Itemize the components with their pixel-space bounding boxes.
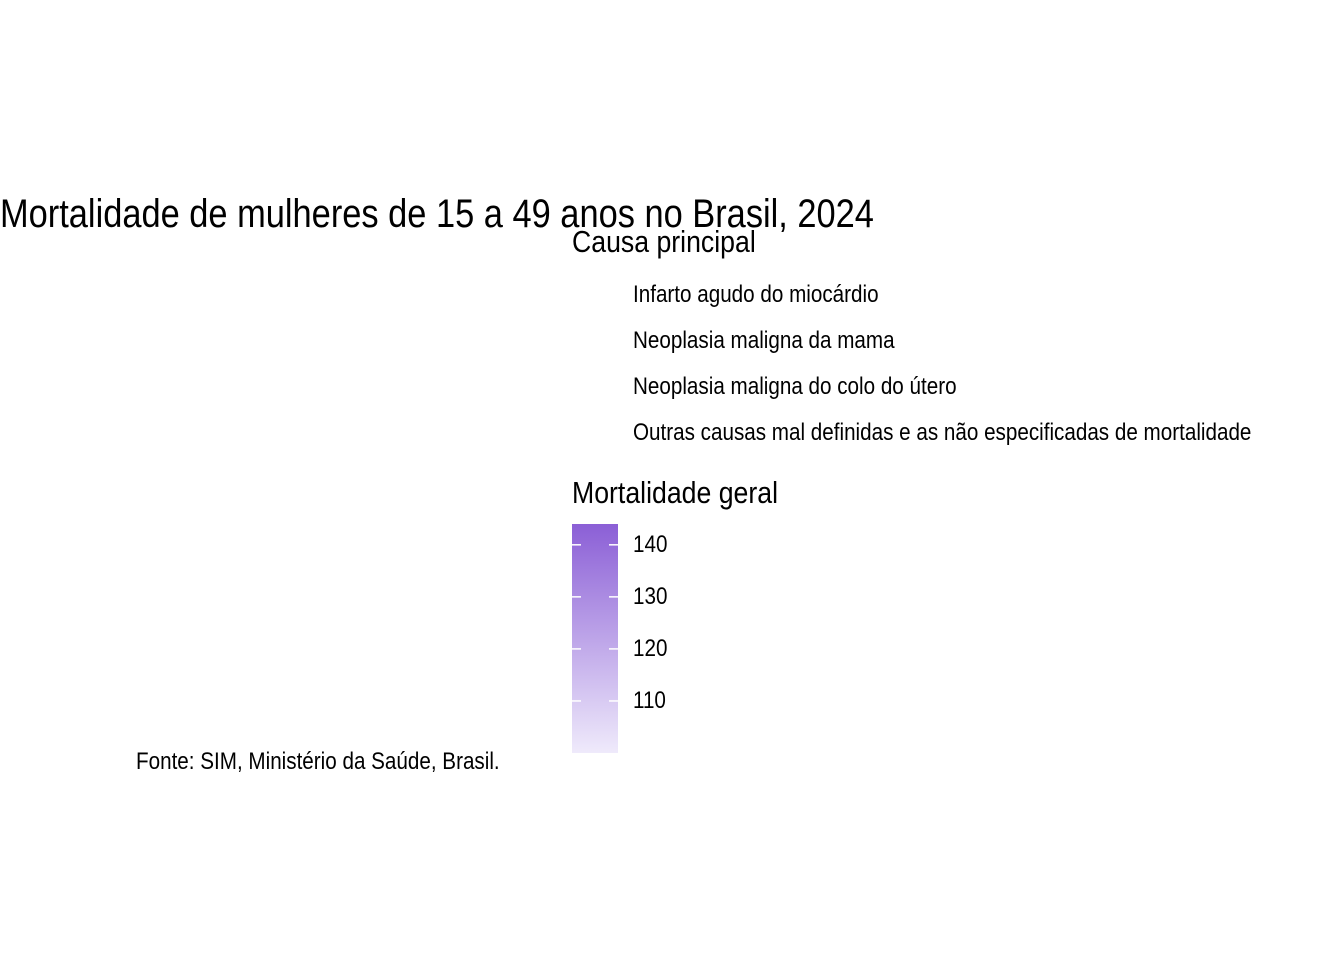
colorbar-ticks [572, 544, 618, 702]
legend-item-mama: Neoplasia maligna da mama [633, 327, 895, 354]
colorbar-gradient [572, 524, 618, 753]
chart-caption: Fonte: SIM, Ministério da Saúde, Brasil. [136, 748, 500, 775]
legend-item-infarto: Infarto agudo do miocárdio [633, 281, 879, 308]
colorbar-tick-label-110: 110 [633, 686, 666, 714]
legend-scale-title: Mortalidade geral [572, 475, 778, 510]
colorbar-tick-label-120: 120 [633, 634, 668, 662]
legend-item-colo-utero: Neoplasia maligna do colo do útero [633, 373, 957, 400]
legend-item-mal-definidas: Outras causas mal definidas e as não esp… [633, 419, 1252, 446]
chart-title: Mortalidade de mulheres de 15 a 49 anos … [0, 192, 874, 236]
legend-cause-title: Causa principal [572, 224, 756, 259]
colorbar-tick-label-130: 130 [633, 582, 668, 610]
colorbar-tick-label-140: 140 [633, 530, 668, 558]
colorbar [572, 524, 618, 753]
